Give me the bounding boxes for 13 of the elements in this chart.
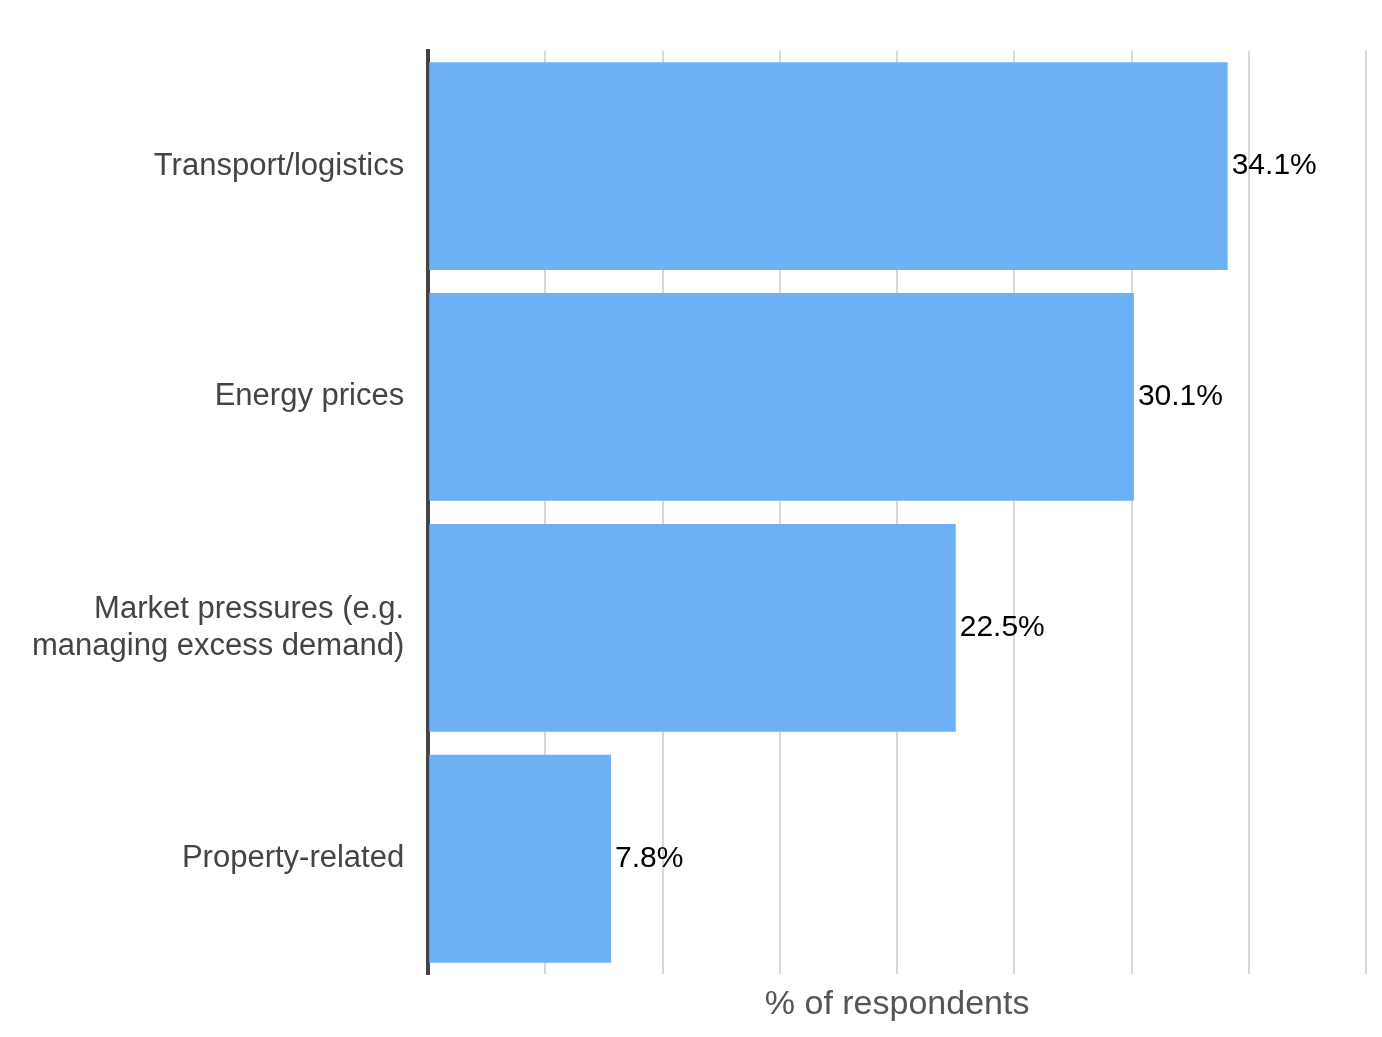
bar (429, 62, 1228, 270)
bar (429, 754, 612, 963)
bar (429, 293, 1134, 501)
y-tick-label: Market pressures (e.g. managing excess demand) (31, 589, 405, 662)
data-label: 7.8% (615, 840, 684, 874)
data-label: 22.5% (959, 609, 1045, 643)
y-tick-label: Energy prices (214, 377, 405, 413)
data-label: 34.1% (1231, 147, 1317, 181)
bar (429, 523, 956, 732)
y-tick-label: Transport/logistics (153, 146, 405, 182)
x-axis-title: % of respondents (764, 982, 1030, 1021)
y-tick-label: Property-related (181, 839, 405, 875)
data-label: 30.1% (1137, 378, 1223, 412)
